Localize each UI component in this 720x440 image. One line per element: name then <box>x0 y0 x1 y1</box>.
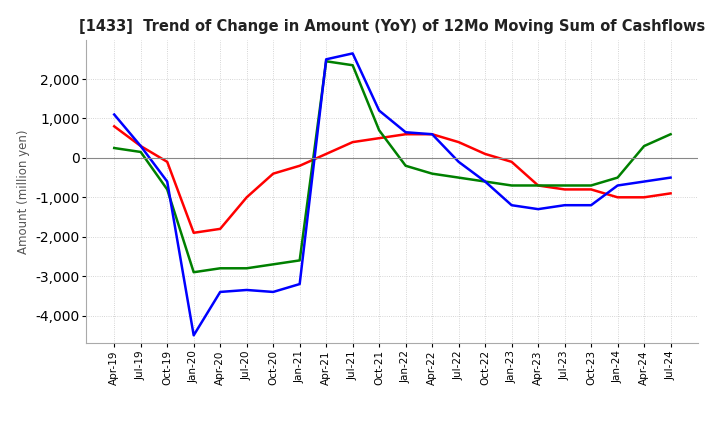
Free Cashflow <box>666 175 675 180</box>
Operating Cashflow <box>560 187 569 192</box>
Free Cashflow <box>401 130 410 135</box>
Line: Investing Cashflow: Investing Cashflow <box>114 61 670 272</box>
Operating Cashflow <box>348 139 357 145</box>
Free Cashflow <box>163 179 171 184</box>
Free Cashflow <box>640 179 649 184</box>
Investing Cashflow <box>348 62 357 68</box>
Investing Cashflow <box>534 183 542 188</box>
Operating Cashflow <box>587 187 595 192</box>
Investing Cashflow <box>243 266 251 271</box>
Operating Cashflow <box>454 139 463 145</box>
Free Cashflow <box>560 202 569 208</box>
Investing Cashflow <box>401 163 410 169</box>
Free Cashflow <box>454 159 463 165</box>
Free Cashflow <box>613 183 622 188</box>
Free Cashflow <box>269 290 277 295</box>
Free Cashflow <box>375 108 384 113</box>
Operating Cashflow <box>666 191 675 196</box>
Free Cashflow <box>534 206 542 212</box>
Operating Cashflow <box>163 159 171 165</box>
Investing Cashflow <box>508 183 516 188</box>
Investing Cashflow <box>481 179 490 184</box>
Operating Cashflow <box>375 136 384 141</box>
Free Cashflow <box>136 143 145 149</box>
Operating Cashflow <box>243 194 251 200</box>
Investing Cashflow <box>110 145 119 150</box>
Free Cashflow <box>322 57 330 62</box>
Operating Cashflow <box>216 226 225 231</box>
Free Cashflow <box>508 202 516 208</box>
Investing Cashflow <box>375 128 384 133</box>
Operating Cashflow <box>136 143 145 149</box>
Investing Cashflow <box>269 262 277 267</box>
Investing Cashflow <box>163 187 171 192</box>
Operating Cashflow <box>534 183 542 188</box>
Operating Cashflow <box>508 159 516 165</box>
Operating Cashflow <box>295 163 304 169</box>
Investing Cashflow <box>560 183 569 188</box>
Operating Cashflow <box>401 132 410 137</box>
Operating Cashflow <box>481 151 490 157</box>
Free Cashflow <box>295 282 304 287</box>
Operating Cashflow <box>269 171 277 176</box>
Free Cashflow <box>216 290 225 295</box>
Operating Cashflow <box>189 230 198 235</box>
Free Cashflow <box>110 112 119 117</box>
Investing Cashflow <box>136 149 145 154</box>
Investing Cashflow <box>189 270 198 275</box>
Investing Cashflow <box>640 143 649 149</box>
Free Cashflow <box>243 287 251 293</box>
Investing Cashflow <box>322 59 330 64</box>
Free Cashflow <box>481 179 490 184</box>
Free Cashflow <box>189 333 198 338</box>
Operating Cashflow <box>110 124 119 129</box>
Title: [1433]  Trend of Change in Amount (YoY) of 12Mo Moving Sum of Cashflows: [1433] Trend of Change in Amount (YoY) o… <box>79 19 706 34</box>
Operating Cashflow <box>613 194 622 200</box>
Investing Cashflow <box>454 175 463 180</box>
Operating Cashflow <box>322 151 330 157</box>
Free Cashflow <box>348 51 357 56</box>
Operating Cashflow <box>428 132 436 137</box>
Free Cashflow <box>428 132 436 137</box>
Investing Cashflow <box>613 175 622 180</box>
Investing Cashflow <box>587 183 595 188</box>
Line: Operating Cashflow: Operating Cashflow <box>114 126 670 233</box>
Investing Cashflow <box>428 171 436 176</box>
Investing Cashflow <box>666 132 675 137</box>
Line: Free Cashflow: Free Cashflow <box>114 53 670 335</box>
Y-axis label: Amount (million yen): Amount (million yen) <box>17 129 30 253</box>
Free Cashflow <box>587 202 595 208</box>
Operating Cashflow <box>640 194 649 200</box>
Investing Cashflow <box>295 258 304 263</box>
Investing Cashflow <box>216 266 225 271</box>
